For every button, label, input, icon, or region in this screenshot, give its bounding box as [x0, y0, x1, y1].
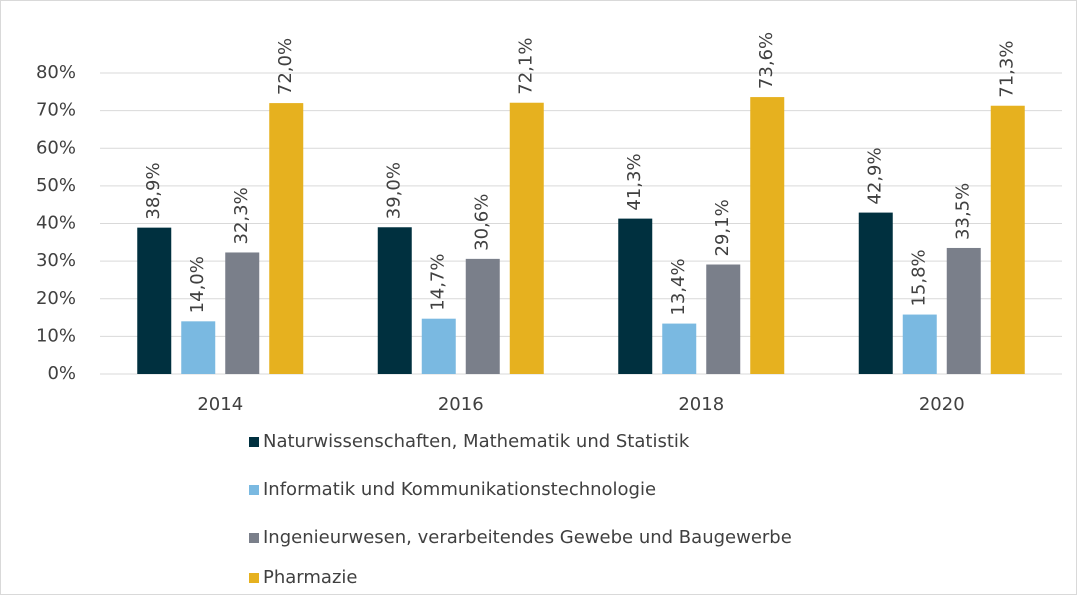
value-label: 14,7%	[428, 254, 449, 311]
bar	[946, 247, 981, 374]
bar	[269, 103, 304, 374]
bar	[706, 264, 741, 374]
legend-label: Informatik und Kommunikationstechnologie	[263, 479, 656, 500]
value-label: 38,9%	[143, 162, 164, 219]
y-tick-label: 70%	[36, 100, 76, 121]
bar	[858, 212, 893, 374]
legend-label: Ingenieurwesen, verarbeitendes Gewebe un…	[263, 527, 792, 548]
value-label: 33,5%	[953, 183, 974, 240]
legend-label: Naturwissenschaften, Mathematik und Stat…	[263, 431, 690, 452]
x-tick-label: 2018	[678, 394, 724, 415]
bar	[662, 323, 697, 374]
value-label: 42,9%	[865, 147, 886, 204]
bar	[377, 227, 412, 374]
value-label: 39,0%	[384, 162, 405, 219]
y-tick-label: 20%	[36, 288, 76, 309]
x-tick-label: 2014	[197, 394, 243, 415]
value-label: 72,1%	[516, 38, 537, 95]
value-label: 73,6%	[756, 32, 777, 89]
value-label: 30,6%	[472, 194, 493, 251]
y-tick-label: 40%	[36, 213, 76, 234]
value-label: 13,4%	[668, 258, 689, 315]
value-label: 14,0%	[187, 256, 208, 313]
value-label: 41,3%	[624, 153, 645, 210]
bar	[750, 97, 785, 374]
bar	[990, 105, 1025, 374]
legend-label: Pharmazie	[263, 567, 357, 588]
value-label: 29,1%	[712, 199, 733, 256]
bar	[509, 102, 544, 374]
bar	[225, 252, 260, 374]
value-label: 15,8%	[909, 249, 930, 306]
bar	[465, 258, 500, 374]
y-tick-label: 50%	[36, 175, 76, 196]
y-tick-label: 10%	[36, 325, 76, 346]
legend-swatch	[249, 573, 259, 583]
bar	[902, 314, 937, 374]
bar	[618, 218, 653, 374]
legend-swatch	[249, 485, 259, 495]
bar	[421, 318, 456, 374]
x-tick-label: 2016	[438, 394, 484, 415]
y-tick-label: 0%	[47, 363, 76, 384]
legend-swatch	[249, 437, 259, 447]
value-label: 72,0%	[275, 38, 296, 95]
bar	[181, 321, 216, 374]
bar	[137, 227, 172, 374]
x-tick-label: 2020	[919, 394, 965, 415]
value-label: 32,3%	[231, 187, 252, 244]
y-tick-label: 80%	[36, 62, 76, 83]
legend-swatch	[249, 533, 259, 543]
value-label: 71,3%	[997, 41, 1018, 98]
y-tick-label: 60%	[36, 137, 76, 158]
y-tick-label: 30%	[36, 250, 76, 271]
